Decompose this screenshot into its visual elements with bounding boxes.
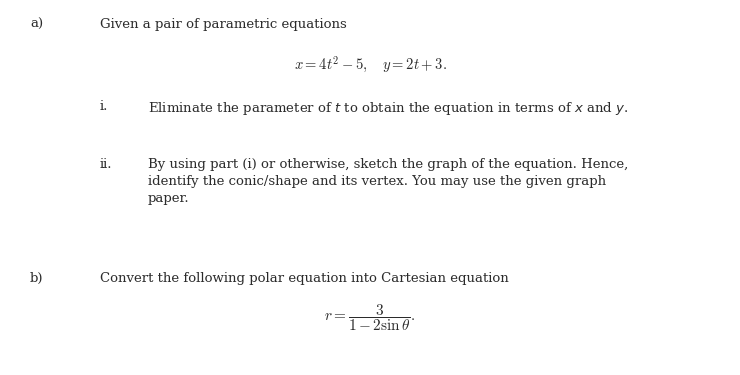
Text: Eliminate the parameter of $t$ to obtain the equation in terms of $x$ and $y$.: Eliminate the parameter of $t$ to obtain… xyxy=(148,100,628,117)
Text: $x = 4t^2 - 5, \quad y = 2t + 3.$: $x = 4t^2 - 5, \quad y = 2t + 3.$ xyxy=(294,55,446,75)
Text: Convert the following polar equation into Cartesian equation: Convert the following polar equation int… xyxy=(100,272,509,285)
Text: b): b) xyxy=(30,272,44,285)
Text: ii.: ii. xyxy=(100,158,112,171)
Text: i.: i. xyxy=(100,100,108,113)
Text: a): a) xyxy=(30,18,43,31)
Text: By using part (i) or otherwise, sketch the graph of the equation. Hence,: By using part (i) or otherwise, sketch t… xyxy=(148,158,628,171)
Text: Given a pair of parametric equations: Given a pair of parametric equations xyxy=(100,18,347,31)
Text: $r = \dfrac{3}{1-2\sin\theta}.$: $r = \dfrac{3}{1-2\sin\theta}.$ xyxy=(324,303,416,333)
Text: identify the conic/shape and its vertex. You may use the given graph: identify the conic/shape and its vertex.… xyxy=(148,175,606,188)
Text: paper.: paper. xyxy=(148,192,189,205)
